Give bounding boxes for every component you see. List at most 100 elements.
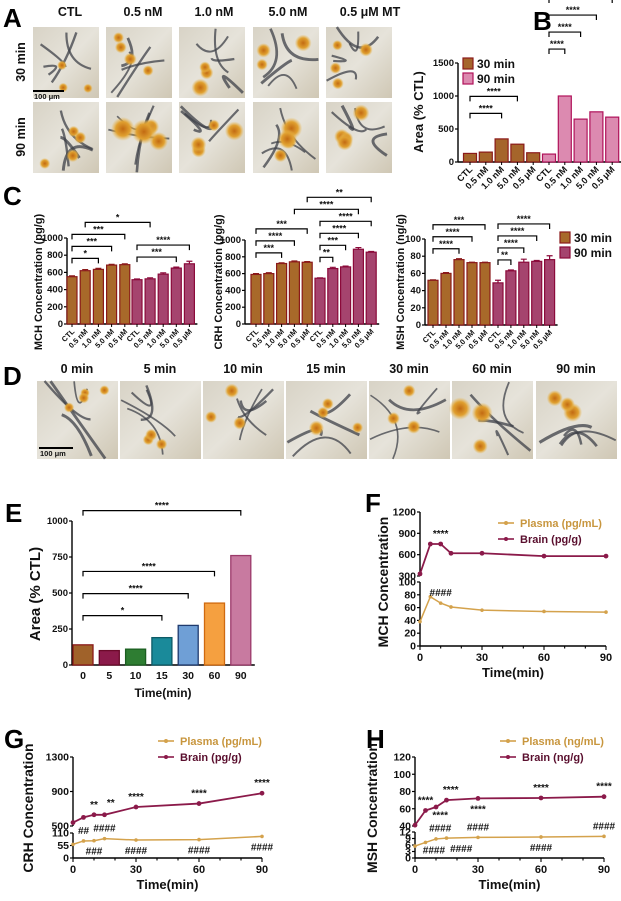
y-tick-label: 400 (225, 285, 241, 296)
bar (478, 151, 493, 163)
melanophore (191, 78, 210, 97)
micrograph-tile (326, 26, 392, 98)
legend-marker (504, 521, 508, 525)
data-point (134, 838, 138, 842)
melanophore (331, 77, 344, 90)
x-tick-label: 0 (412, 864, 418, 876)
column-header: 15 min (306, 362, 346, 376)
bar (301, 261, 313, 325)
significance-label: **** (128, 792, 144, 803)
significance-label: **** (445, 227, 460, 237)
y-tick-label: 0 (58, 319, 63, 330)
y-tick-label: 1000 (433, 91, 454, 102)
micrograph-tile (106, 102, 172, 173)
data-point (480, 608, 484, 612)
bar (98, 649, 120, 666)
melanophore (233, 416, 247, 430)
y-axis-label: MSH Concentration (364, 743, 380, 873)
y-tick-label: 60 (399, 803, 411, 815)
error-bar (147, 277, 154, 279)
significance-bracket (255, 240, 295, 246)
legend-marker (506, 755, 510, 759)
bar (543, 259, 556, 326)
cell-edge (239, 399, 268, 412)
melanophore (199, 61, 211, 74)
micrograph-tile (179, 102, 245, 173)
significance-label: #### (593, 821, 616, 832)
micrograph-tile (179, 27, 245, 98)
error-bar (82, 269, 89, 271)
y-tick-label: 800 (47, 250, 63, 261)
y-tick-label: 100 (405, 234, 421, 245)
x-tick-label: 90 (235, 670, 247, 682)
melanophore (145, 428, 158, 441)
bar (288, 261, 300, 325)
legend-label: Brain (pg/g) (520, 534, 582, 546)
tissue-background (452, 381, 533, 459)
bar (531, 260, 543, 326)
micrograph-tile (448, 381, 533, 459)
melanophore (546, 390, 563, 407)
error-bar (443, 271, 449, 274)
x-tick-label: 10 (130, 670, 142, 682)
legend-marker (506, 739, 510, 743)
bar (462, 152, 478, 163)
bar (427, 279, 439, 326)
significance-bracket (432, 236, 473, 242)
melanophore (74, 131, 87, 144)
tissue-background (179, 27, 245, 98)
y-tick-label: 80 (410, 251, 421, 262)
y-axis-label: Area (% CTL) (411, 71, 426, 153)
y-axis-label: MSH Concentration (ng/g) (395, 214, 407, 350)
bar (510, 143, 525, 163)
x-axis-label: Time(min) (479, 877, 541, 892)
melanophore (294, 34, 312, 52)
data-point (418, 619, 422, 624)
melanophore (110, 116, 135, 141)
cell-edge (340, 104, 355, 131)
bar (276, 262, 288, 325)
cell-edge (213, 28, 229, 74)
bar (230, 554, 252, 666)
panel-letter-D: D (3, 361, 22, 391)
significance-label: **** (339, 211, 354, 221)
panel-letter-E: E (5, 498, 22, 528)
bar (119, 264, 131, 325)
error-bar (253, 273, 259, 275)
data-point (423, 808, 428, 813)
cell-edge (49, 380, 107, 460)
y-tick-label: 110 (52, 828, 69, 840)
cell-edge (180, 110, 202, 133)
bar (557, 95, 572, 163)
legend-label: 90 min (574, 246, 612, 260)
melanophore (448, 397, 472, 420)
significance-label: *** (93, 224, 104, 234)
column-header: 0.5 μM MT (340, 5, 401, 19)
significance-label: **** (470, 804, 486, 815)
error-bar (456, 258, 462, 260)
legend-item: Brain (ng/g) (500, 752, 584, 764)
cell-edge (292, 436, 352, 458)
error-bar (495, 279, 501, 283)
y-axis-label: CRH Concentration (pg/g) (213, 214, 225, 349)
y-tick-label: 1000 (47, 516, 68, 527)
significance-bracket (497, 247, 525, 253)
bar (79, 270, 91, 325)
significance-bracket (136, 244, 190, 251)
y-tick-label: 900 (51, 786, 69, 798)
melanophore (58, 82, 68, 93)
significance-label: *** (328, 235, 339, 245)
x-axis-label: Time(min) (137, 877, 199, 892)
data-point (604, 610, 608, 614)
data-point (71, 842, 75, 847)
significance-label: *** (151, 247, 162, 257)
data-point (259, 790, 265, 796)
significance-label: #### (251, 842, 274, 853)
significance-bracket (548, 31, 582, 38)
x-tick-label: 90 (600, 652, 612, 664)
significance-label: **** (156, 235, 171, 245)
cell-edge (50, 32, 78, 84)
cell-edge (416, 387, 438, 415)
error-bar (533, 259, 540, 262)
